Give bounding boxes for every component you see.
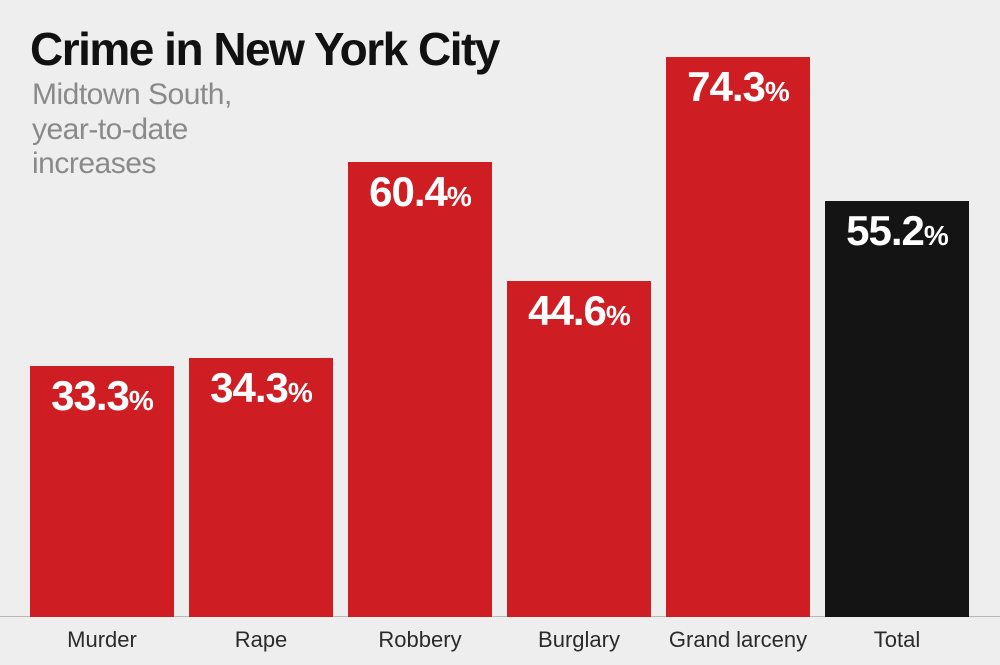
bar-value: 33.3% — [30, 372, 174, 420]
percent-sign: % — [765, 76, 789, 107]
bar-value: 34.3% — [189, 364, 333, 412]
bar-value-number: 34.3 — [210, 364, 288, 411]
bar-fill: 44.6% — [507, 281, 651, 617]
bar-chart: 33.3%34.3%60.4%44.6%74.3%55.2% MurderRap… — [0, 57, 1000, 665]
bar-label: Robbery — [348, 627, 492, 653]
bar-value: 74.3% — [666, 63, 810, 111]
bar-value-number: 44.6 — [528, 287, 606, 334]
bar-value: 55.2% — [825, 207, 969, 255]
percent-sign: % — [606, 300, 630, 331]
bar: 74.3% — [666, 57, 810, 617]
percent-sign: % — [129, 385, 153, 416]
bar-value-number: 55.2 — [846, 207, 924, 254]
bar-value-number: 74.3 — [687, 63, 765, 110]
percent-sign: % — [288, 377, 312, 408]
bar-fill: 74.3% — [666, 57, 810, 617]
bar-fill: 34.3% — [189, 358, 333, 617]
bar-value: 44.6% — [507, 287, 651, 335]
percent-sign: % — [447, 181, 471, 212]
labels-area: Murder Rape Robbery Burglary Grand larceny To… — [0, 617, 1000, 665]
percent-sign: % — [924, 220, 948, 251]
bar-label: Burglary — [507, 627, 651, 653]
bar: 34.3% — [189, 358, 333, 617]
bar: 60.4% — [348, 162, 492, 617]
bar-fill: 55.2% — [825, 201, 969, 617]
bar: 44.6% — [507, 281, 651, 617]
bar-value-number: 33.3 — [51, 372, 129, 419]
bar-fill: 33.3% — [30, 366, 174, 617]
bar-value: 60.4% — [348, 168, 492, 216]
bar-value-number: 60.4 — [369, 168, 447, 215]
bar-fill: 60.4% — [348, 162, 492, 617]
bar: 55.2% — [825, 201, 969, 617]
bars-area: 33.3%34.3%60.4%44.6%74.3%55.2% — [0, 57, 1000, 617]
bar-label: Grand larceny — [666, 627, 810, 653]
bar: 33.3% — [30, 366, 174, 617]
bar-label: Murder — [30, 627, 174, 653]
bar-label: Total — [825, 627, 969, 653]
bar-label: Rape — [189, 627, 333, 653]
